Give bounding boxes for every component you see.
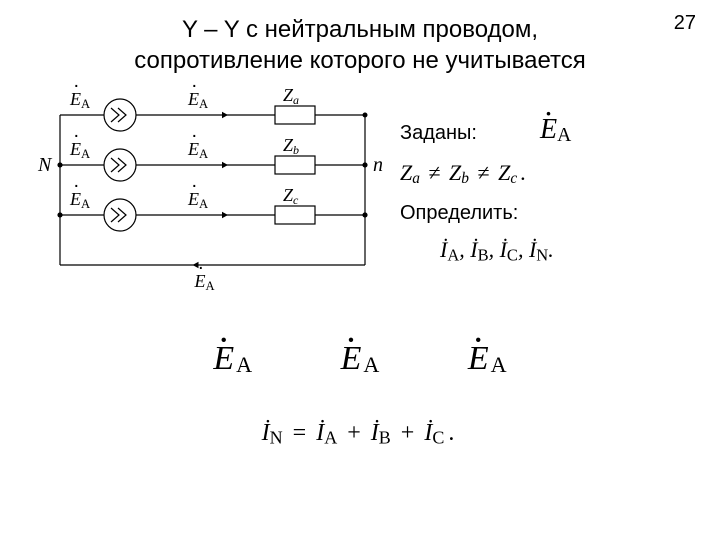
right-column: Заданы: EA Za ≠ Zb ≠ Zc. Определить: İA,… [400, 122, 690, 145]
determine-label: Определить: [400, 202, 518, 225]
svg-text:EA: EA [187, 89, 208, 111]
svg-text:Zc: Zc [283, 185, 299, 207]
neutral-current-equation: İN = İA + İB + İC. [0, 420, 720, 449]
source-icon [104, 99, 136, 131]
svg-text:EA: EA [187, 139, 208, 161]
svg-text:EA: EA [69, 139, 90, 161]
given-E-sub: A [557, 125, 571, 146]
impedance-box [275, 106, 315, 124]
svg-text:Zb: Zb [283, 135, 299, 157]
svg-text:Za: Za [283, 85, 299, 107]
slide: 27 Y – Y с нейтральным проводом, сопроти… [0, 0, 720, 540]
big-e-row: EA EA EA [0, 340, 720, 378]
svg-text:EA: EA [187, 189, 208, 211]
svg-text:EA: EA [194, 271, 215, 293]
big-e-3: EA [468, 340, 507, 378]
impedance-inequality: Za ≠ Zb ≠ Zc. [400, 160, 529, 188]
given-E: E [540, 114, 557, 146]
big-e-1: EA [213, 340, 252, 378]
svg-text:EA: EA [69, 89, 90, 111]
source-icon [104, 149, 136, 181]
determine-list: İA, İB, İC, İN. [440, 237, 554, 265]
big-e-2: EA [341, 340, 380, 378]
svg-text:EA: EA [69, 189, 90, 211]
given-symbol: EA [540, 114, 571, 147]
source-icon [104, 199, 136, 231]
impedance-box [275, 156, 315, 174]
svg-text:n: n [373, 154, 383, 176]
svg-text:N: N [37, 154, 53, 176]
impedance-box [275, 206, 315, 224]
circuit-diagram: ·EA·EA·EAZa·EA·EAZb·EA·EAZcNn [0, 0, 400, 310]
